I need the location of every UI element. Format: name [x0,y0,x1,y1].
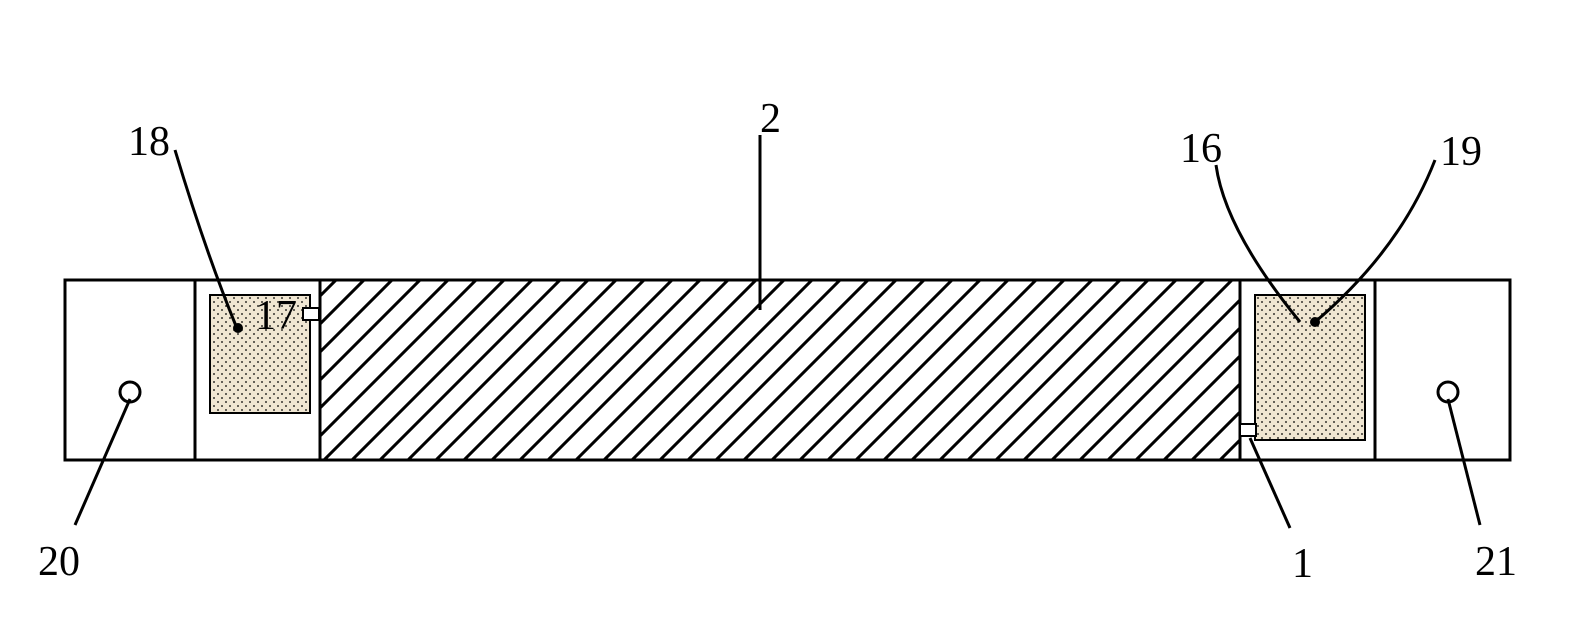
lead-18-dot [233,323,243,333]
right-slot [1240,424,1256,436]
label-17: 17 [255,292,297,340]
label-16: 16 [1180,125,1222,173]
label-21: 21 [1475,538,1517,586]
label-2: 2 [760,95,781,143]
label-1: 1 [1292,540,1313,588]
technical-diagram [0,0,1580,639]
right-dotted-block [1255,295,1365,440]
hatched-core [320,280,1240,460]
label-18: 18 [128,118,170,166]
label-19: 19 [1440,128,1482,176]
left-slot [303,308,319,320]
label-20: 20 [38,538,80,586]
lead-19-dot [1310,317,1320,327]
